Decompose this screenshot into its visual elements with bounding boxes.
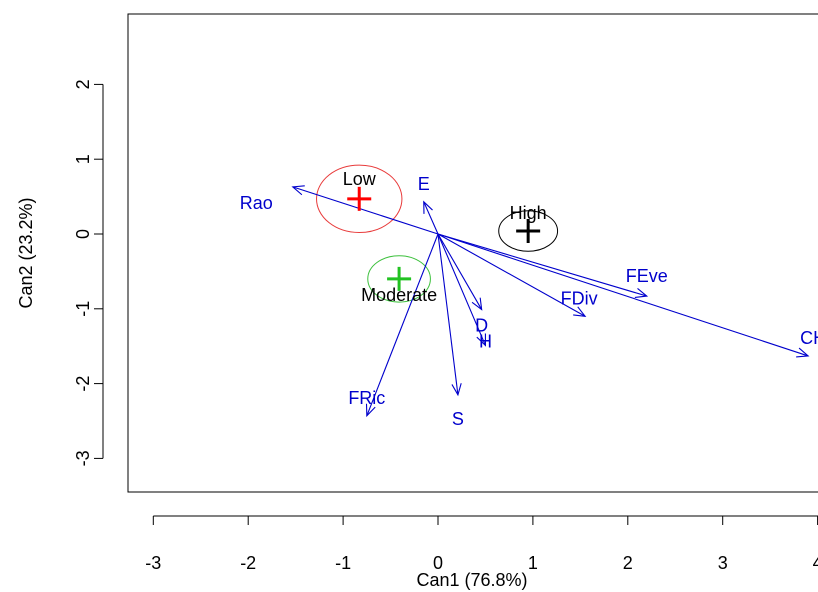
x-tick-label: -3 bbox=[145, 553, 161, 573]
vector-arrowhead bbox=[476, 333, 487, 347]
vector-arrowhead bbox=[423, 200, 433, 214]
vector-label-h: H bbox=[479, 331, 492, 351]
y-tick-label: 0 bbox=[73, 229, 93, 239]
y-tick-label: 2 bbox=[73, 79, 93, 89]
group-label-moderate: Moderate bbox=[361, 285, 437, 305]
vector-ch bbox=[437, 233, 809, 357]
x-tick-label: 4 bbox=[813, 553, 818, 573]
y-axis-title: Can2 (23.2%) bbox=[16, 197, 36, 308]
vector-label-feve: FEve bbox=[626, 266, 668, 286]
x-tick-label: -2 bbox=[240, 553, 256, 573]
plot-area: Rao E FEve FDiv CH DH S FRic Low High Moderate bbox=[240, 164, 818, 429]
group-labels: Low High Moderate bbox=[343, 169, 547, 305]
vector-arrowhead bbox=[451, 383, 462, 397]
vector-arrowhead bbox=[291, 185, 305, 196]
vector-rao bbox=[292, 186, 439, 235]
x-axis-title: Can1 (76.8%) bbox=[416, 570, 527, 590]
group-markers bbox=[347, 186, 541, 291]
vector-label-rao: Rao bbox=[240, 193, 273, 213]
group-label-low: Low bbox=[343, 169, 377, 189]
group-label-high: High bbox=[510, 203, 547, 223]
vector-label-s: S bbox=[452, 409, 464, 429]
group-circle-moderate bbox=[367, 255, 431, 303]
x-tick-label: -1 bbox=[335, 553, 351, 573]
vector-arrowhead bbox=[471, 297, 483, 311]
vector-label-fdiv: FDiv bbox=[561, 288, 598, 308]
vector-label-d: D bbox=[475, 316, 488, 336]
vector-arrowhead bbox=[796, 347, 810, 358]
x-axis: -3 -2 -1 0 1 2 3 4 bbox=[145, 515, 818, 573]
x-tick-label: 2 bbox=[623, 553, 633, 573]
vector-fdiv bbox=[437, 233, 586, 317]
y-axis: -3 -2 -1 0 1 2 bbox=[73, 79, 104, 466]
y-tick-label: -2 bbox=[73, 376, 93, 392]
vector-label-fric: FRic bbox=[348, 388, 385, 408]
vector-h bbox=[437, 233, 486, 346]
vector-feve bbox=[437, 233, 647, 297]
plot-frame bbox=[127, 13, 818, 493]
biplot-vectors: Rao E FEve FDiv CH DH S FRic bbox=[240, 174, 818, 429]
x-tick-label: 3 bbox=[718, 553, 728, 573]
vector-label-e: E bbox=[418, 174, 430, 194]
vector-d bbox=[437, 233, 483, 310]
y-tick-label: 1 bbox=[73, 154, 93, 164]
vector-fric bbox=[366, 233, 439, 416]
group-circle-low bbox=[316, 164, 403, 234]
x-tick-label: 0 bbox=[433, 553, 443, 573]
vector-arrowhead bbox=[573, 306, 587, 317]
y-tick-label: -1 bbox=[73, 301, 93, 317]
x-tick-label: 1 bbox=[528, 553, 538, 573]
vector-arrowhead bbox=[634, 288, 649, 298]
group-circle-high bbox=[498, 210, 559, 252]
y-tick-label: -3 bbox=[73, 450, 93, 466]
vector-label-ch: CH bbox=[800, 328, 818, 348]
group-circles bbox=[316, 164, 559, 303]
vector-e bbox=[423, 201, 439, 235]
vector-s bbox=[437, 233, 459, 395]
vector-arrowhead bbox=[365, 403, 376, 418]
